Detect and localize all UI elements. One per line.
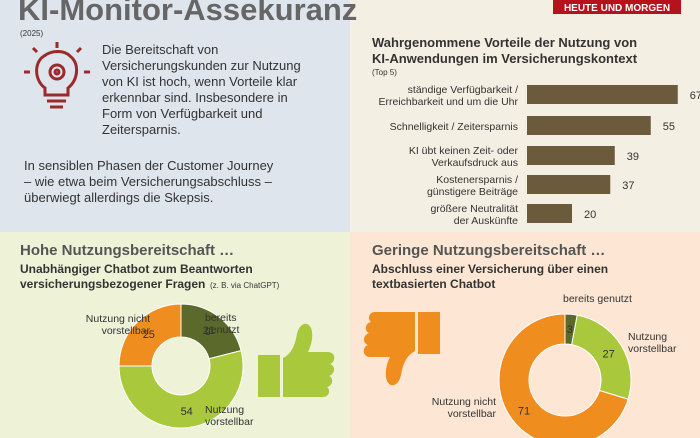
brand-box: [553, 0, 681, 14]
value-label: 54: [181, 406, 193, 418]
value-label: 55: [663, 121, 675, 133]
category-label: vorstellbar: [102, 325, 151, 337]
value-label: 25: [143, 329, 155, 341]
note-text: – wie etwa beim Versicherungsabschluss –: [24, 174, 273, 189]
bar: [527, 146, 615, 165]
value-label: 37: [622, 180, 634, 192]
value-label: 20: [584, 209, 596, 221]
value-label: 3: [567, 324, 573, 336]
brand: HEUTE UND MORGEN: [564, 3, 670, 14]
intro-text: Die Bereitschaft von: [102, 42, 218, 57]
thumb-up-icon: [258, 323, 335, 397]
bulb-icon: [24, 42, 90, 109]
value-label: 39: [627, 151, 639, 163]
intro-text: von KI ist hoch, wenn Vorteile klar: [102, 74, 298, 89]
category-label: Nutzung: [205, 404, 244, 416]
chart-heading: Geringe Nutzungsbereitschaft …: [372, 242, 605, 259]
category-label: der Auskünfte: [454, 215, 518, 227]
chart-heading: Hohe Nutzungsbereitschaft …: [20, 242, 234, 259]
bar: [527, 85, 678, 104]
value-label: 67: [690, 90, 700, 102]
note-text: In sensiblen Phasen der Customer Journey: [24, 158, 274, 173]
bar: [527, 175, 611, 194]
chart-title: Unabhängiger Chatbot zum Beantworten: [20, 262, 253, 276]
intro-text: Zeitersparnis.: [102, 122, 181, 137]
category-label: Verkaufsdruck aus: [432, 157, 518, 169]
chart-title: Wahrgenommene Vorteile der Nutzung von: [372, 35, 637, 50]
value-label: 71: [518, 405, 530, 417]
category-label: vorstellbar: [205, 416, 254, 428]
category-label: KI übt keinen Zeit- oder: [409, 145, 519, 157]
value-label: 27: [603, 349, 615, 361]
chart-subtitle: (z. B. via ChatGPT): [210, 281, 280, 290]
category-label: größere Neutralität: [430, 203, 518, 215]
category-label: ständige Verfügbarkeit /: [408, 84, 518, 96]
bar: [527, 116, 651, 135]
year: (2025): [20, 29, 43, 38]
chart-title: versicherungsbezogener Fragen: [20, 277, 205, 291]
category-label: vorstellbar: [448, 408, 497, 420]
category-label: bereits genutzt: [563, 293, 632, 305]
pie-slice: [498, 313, 629, 438]
bar: [527, 204, 572, 223]
category-label: genutzt: [205, 324, 240, 336]
category-label: Nutzung nicht: [86, 313, 150, 325]
panel: [0, 0, 350, 232]
category-label: Nutzung: [628, 331, 667, 343]
category-label: Kostenersparnis /: [436, 174, 518, 186]
intro-text: Form von Verfügbarkeit und: [102, 106, 262, 121]
title: KI-Monitor-Assekuranz: [18, 0, 357, 27]
intro-text: erkennbar sind. Insbesondere in: [102, 90, 288, 105]
chart-title: textbasierten Chatbot: [372, 277, 495, 291]
chart-title: Abschluss einer Versicherung über einen: [372, 262, 608, 276]
category-label: Erreichbarkeit und um die Uhr: [379, 96, 519, 108]
chart-title: KI-Anwendungen im Versicherungskontext: [372, 51, 638, 66]
thumb-down-icon: [363, 312, 440, 386]
category-label: Schnelligkeit / Zeitersparnis: [390, 121, 518, 133]
intro-text: Versicherungskunden zur Nutzung: [102, 58, 301, 73]
pie-slice: [118, 303, 182, 367]
category-label: Nutzung nicht: [432, 396, 496, 408]
category-label: günstigere Beiträge: [427, 186, 518, 198]
value-label: 21: [203, 325, 215, 337]
chart-subtitle: (Top 5): [372, 68, 397, 77]
category-label: vorstellbar: [628, 343, 677, 355]
note-text: überwiegt allerdings die Skepsis.: [24, 190, 213, 205]
category-label: bereits: [205, 312, 237, 324]
pie-slice: [118, 349, 244, 429]
